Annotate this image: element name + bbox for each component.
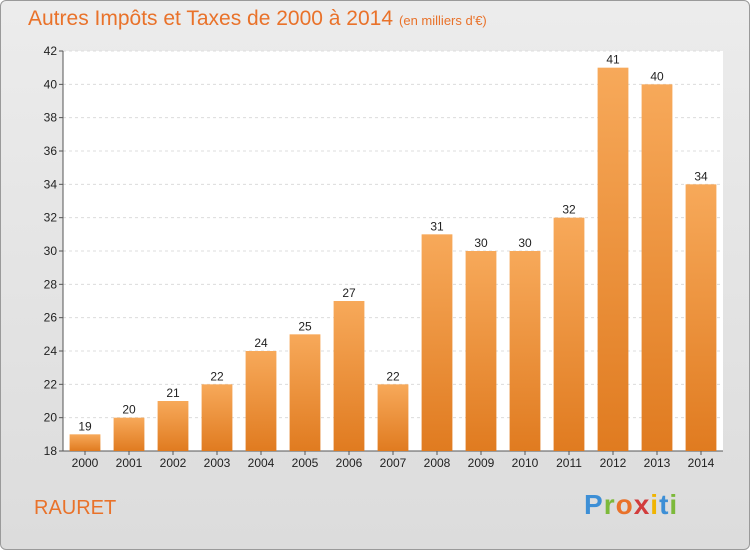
x-tick-label: 2010 bbox=[512, 456, 539, 470]
x-tick-label: 2012 bbox=[600, 456, 627, 470]
x-tick-label: 2002 bbox=[160, 456, 187, 470]
logo-letter: t bbox=[659, 489, 670, 520]
bar-value-label: 34 bbox=[694, 169, 708, 183]
y-tick-label: 40 bbox=[44, 77, 58, 91]
bar bbox=[553, 217, 585, 451]
logo-letter: x bbox=[633, 489, 651, 520]
bar bbox=[333, 301, 365, 451]
bar bbox=[465, 251, 497, 451]
bar-value-label: 19 bbox=[78, 419, 92, 433]
y-tick-label: 18 bbox=[44, 444, 58, 458]
x-tick-label: 2003 bbox=[204, 456, 231, 470]
y-tick-label: 30 bbox=[44, 244, 58, 258]
bar-value-label: 25 bbox=[298, 319, 312, 333]
bar-value-label: 20 bbox=[122, 403, 136, 417]
logo-letter: i bbox=[650, 489, 660, 520]
y-tick-label: 32 bbox=[44, 211, 58, 225]
y-tick-label: 26 bbox=[44, 311, 58, 325]
bar-value-label: 32 bbox=[562, 203, 576, 217]
y-tick-label: 24 bbox=[44, 344, 58, 358]
x-tick-label: 2006 bbox=[336, 456, 363, 470]
y-tick-label: 38 bbox=[44, 111, 58, 125]
proxiti-logo: Proxiti bbox=[584, 489, 678, 521]
y-tick-label: 20 bbox=[44, 411, 58, 425]
bar-value-label: 40 bbox=[650, 69, 664, 83]
bar bbox=[113, 417, 145, 451]
x-tick-label: 2014 bbox=[688, 456, 715, 470]
logo-letter: i bbox=[669, 489, 679, 520]
logo-letter: o bbox=[615, 489, 634, 520]
bar-value-label: 30 bbox=[518, 236, 532, 250]
x-tick-label: 2000 bbox=[72, 456, 99, 470]
chart-unit: (en milliers d'€) bbox=[399, 13, 487, 28]
x-tick-label: 2001 bbox=[116, 456, 143, 470]
x-tick-label: 2013 bbox=[644, 456, 671, 470]
bar-value-label: 24 bbox=[254, 336, 268, 350]
bar-value-label: 41 bbox=[606, 53, 620, 67]
x-tick-label: 2009 bbox=[468, 456, 495, 470]
y-tick-label: 28 bbox=[44, 277, 58, 291]
y-tick-label: 34 bbox=[44, 177, 58, 191]
commune-name: RAURET bbox=[34, 497, 117, 519]
chart-title: Autres Impôts et Taxes de 2000 à 2014 (en… bbox=[28, 7, 487, 31]
bar bbox=[377, 384, 409, 451]
bar bbox=[201, 384, 233, 451]
x-tick-label: 2011 bbox=[556, 456, 582, 470]
bar bbox=[289, 334, 321, 451]
bar-value-label: 27 bbox=[342, 286, 356, 300]
bar-value-label: 22 bbox=[386, 369, 400, 383]
bar bbox=[421, 234, 453, 451]
bar-value-label: 30 bbox=[474, 236, 488, 250]
bar bbox=[69, 434, 101, 451]
bar-value-label: 31 bbox=[430, 219, 444, 233]
bar bbox=[597, 67, 629, 452]
bar bbox=[245, 351, 277, 451]
x-tick-label: 2008 bbox=[424, 456, 451, 470]
bar bbox=[685, 184, 717, 452]
x-tick-label: 2007 bbox=[380, 456, 407, 470]
x-tick-label: 2005 bbox=[292, 456, 319, 470]
y-tick-label: 42 bbox=[44, 44, 58, 58]
chart-title-text: Autres Impôts et Taxes de 2000 à 2014 bbox=[28, 7, 394, 30]
logo-letter: r bbox=[603, 489, 616, 520]
bar bbox=[509, 251, 541, 451]
bar-value-label: 21 bbox=[166, 386, 180, 400]
y-tick-label: 22 bbox=[44, 377, 58, 391]
y-tick-label: 36 bbox=[44, 144, 58, 158]
logo-letter: P bbox=[584, 489, 604, 520]
bar bbox=[641, 84, 673, 451]
bar bbox=[157, 401, 189, 451]
x-tick-label: 2004 bbox=[248, 456, 275, 470]
bar-value-label: 22 bbox=[210, 369, 224, 383]
